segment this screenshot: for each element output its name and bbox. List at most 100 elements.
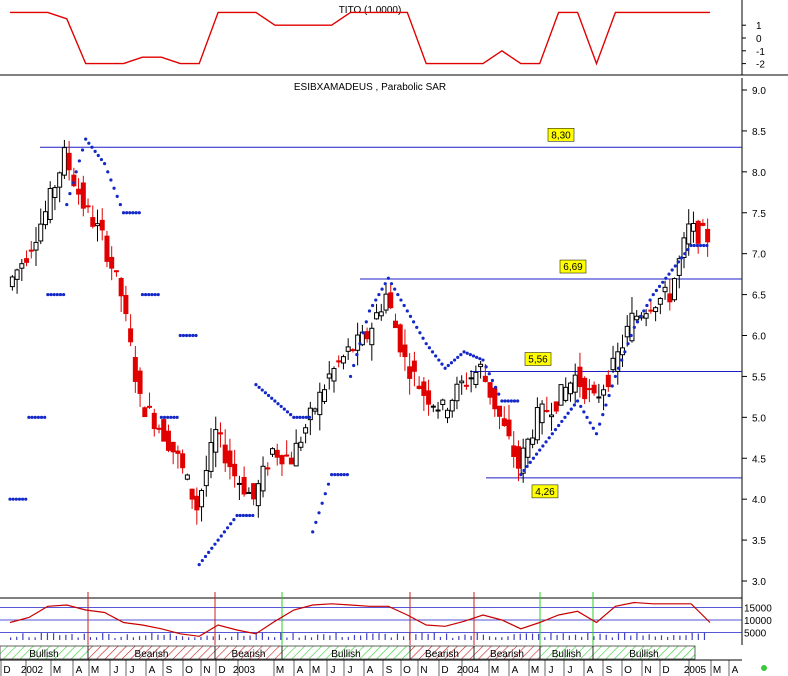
candle-body: [24, 258, 30, 263]
sar-dot: [232, 518, 236, 522]
level-label-box: [531, 484, 559, 499]
sar-dot: [516, 399, 520, 403]
volume-bar: [550, 632, 552, 640]
sar-dot: [449, 361, 454, 365]
sar-dot: [383, 282, 387, 286]
sar-dot: [598, 422, 602, 426]
volume-bar: [267, 636, 270, 640]
candle-body: [165, 430, 171, 451]
candle-body: [170, 441, 176, 453]
candle-body: [478, 363, 484, 368]
volume-bar: [341, 636, 343, 640]
sar-dot: [11, 497, 15, 501]
volume-bar: [654, 636, 656, 640]
volume-bar: [212, 636, 214, 640]
candle-body: [71, 174, 77, 187]
sar-dot: [292, 415, 296, 419]
sar-dot: [137, 211, 141, 215]
volume-bar: [95, 637, 98, 640]
candle-body: [558, 384, 564, 406]
volume-bar: [366, 633, 368, 640]
sar-dot: [87, 141, 91, 145]
sar-dot: [93, 149, 97, 153]
candle-body: [217, 432, 223, 435]
sar-dot: [528, 460, 532, 464]
volume-bar: [513, 634, 515, 640]
volume-bar: [630, 635, 632, 640]
sar-dot: [569, 407, 573, 411]
level-label: 5,56: [528, 355, 548, 366]
sar-dot: [531, 456, 536, 460]
volume-bar: [507, 636, 509, 640]
x-tick-label: A: [297, 665, 304, 676]
volume-tick-label: 10000: [744, 616, 772, 627]
x-tick-label: O: [185, 665, 193, 676]
sar-dot: [301, 415, 305, 419]
candle-body: [364, 331, 370, 340]
candle-body: [582, 377, 588, 400]
sar-dot: [62, 292, 66, 297]
sar-dot: [260, 388, 264, 392]
sar-dot: [17, 497, 22, 501]
volume-bar: [360, 635, 362, 640]
price-tick-label: 8.0: [752, 168, 766, 179]
indicator-panel: TITO (1.0000) 1 0 -1 -2: [0, 0, 788, 76]
sar-dot: [143, 292, 148, 297]
volume-bar: [77, 637, 79, 640]
sar-dot: [613, 374, 618, 379]
sar-dot: [172, 415, 176, 419]
sar-dot: [692, 243, 696, 248]
sar-dot: [538, 448, 542, 452]
x-axis: D 2002 M A M J J A S O N D 2003 M A M J J A S O N D 2004 M A M J J A S…: [0, 659, 767, 676]
x-tick-label: S: [386, 665, 393, 676]
x-tick-label: O: [624, 665, 632, 676]
sar-dot: [626, 342, 630, 346]
volume-bar: [22, 633, 24, 640]
x-tick-label: M: [312, 665, 320, 676]
price-y-axis: 9.0 8.5 8.0 7.5 7.0 6.5 6.0 5.5 5.0 4.5 4.0 3.5 3.0: [742, 86, 766, 588]
sar-dot: [65, 202, 69, 207]
price-tick-label: 3.0: [752, 577, 766, 588]
sar-dot: [610, 384, 614, 388]
candle-body: [274, 449, 280, 458]
price-tick-label: 4.5: [752, 454, 766, 465]
sar-dot: [207, 550, 211, 554]
volume-bar: [163, 634, 165, 640]
sar-dot: [582, 410, 586, 414]
volume-bar: [611, 637, 613, 640]
x-tick-label: 2004: [457, 665, 480, 676]
candle-body: [468, 377, 474, 380]
candle-body: [700, 222, 706, 226]
candle-body: [492, 387, 498, 410]
x-tick-label: N: [644, 665, 651, 676]
sar-dot: [601, 413, 605, 417]
indicator-tick-label: -1: [756, 47, 765, 58]
sar-dot: [680, 256, 684, 260]
sar-dot: [128, 211, 132, 215]
candle-body: [326, 373, 332, 379]
volume-bar: [138, 636, 141, 640]
volume-bar: [317, 634, 319, 640]
phase-label: Bearish: [490, 649, 524, 660]
candle-body: [648, 309, 654, 312]
sar-dot: [560, 419, 564, 424]
volume-line: [9, 601, 711, 637]
sar-dot: [115, 194, 119, 198]
sar-dot: [140, 292, 145, 297]
indicator-tick-label: -2: [756, 60, 765, 71]
sar-dot: [635, 320, 640, 324]
volume-bar: [525, 633, 527, 640]
candle-body: [340, 356, 346, 364]
sar-dot: [235, 513, 239, 518]
sar-dot: [150, 292, 154, 297]
volume-bar: [587, 632, 589, 640]
sar-dot: [39, 415, 44, 419]
x-tick-label: S: [606, 665, 613, 676]
sar-dot: [74, 170, 78, 174]
volume-bar: [372, 633, 374, 640]
sar-dot: [58, 292, 63, 297]
sar-dot: [639, 314, 643, 319]
volume-bar: [568, 635, 570, 640]
candle-body: [520, 447, 526, 474]
candle-body: [132, 357, 138, 382]
